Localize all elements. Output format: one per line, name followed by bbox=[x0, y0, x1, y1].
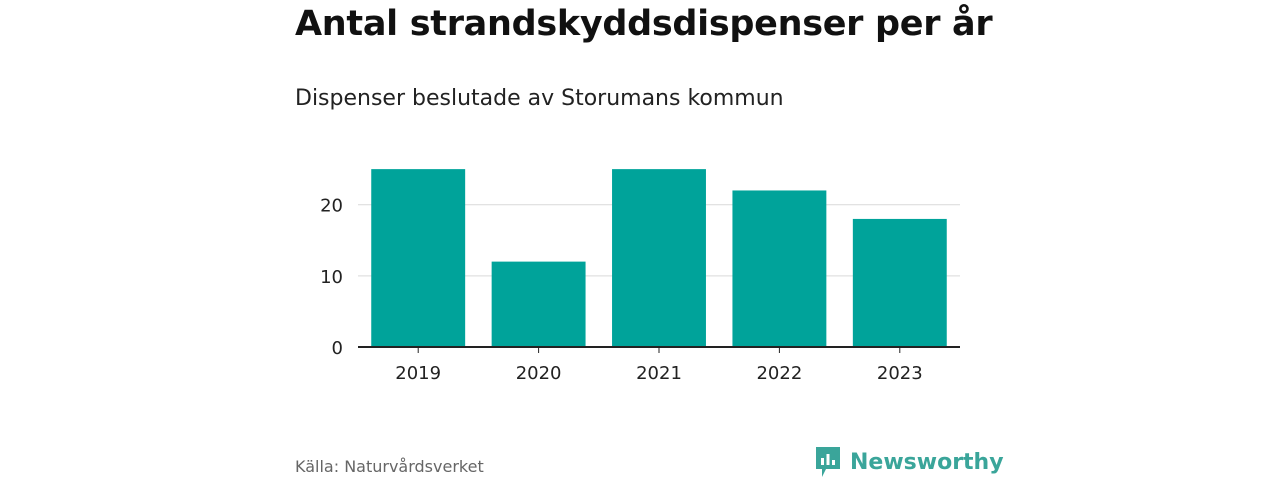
x-tick-label: 2021 bbox=[636, 363, 682, 384]
brand-logo[interactable]: Newsworthy bbox=[814, 445, 1004, 479]
bar bbox=[732, 190, 827, 347]
bar bbox=[852, 218, 947, 347]
y-tick-label: 20 bbox=[320, 196, 343, 217]
x-tick-label: 2022 bbox=[756, 363, 802, 384]
y-tick-label: 0 bbox=[332, 338, 343, 359]
chart-title: Antal strandskyddsdispenser per år bbox=[295, 4, 993, 44]
bar bbox=[371, 169, 466, 347]
bar-chart-speech-bubble-icon bbox=[816, 447, 840, 477]
x-tick-label: 2019 bbox=[395, 363, 441, 384]
chart-subtitle: Dispenser beslutade av Storumans kommun bbox=[295, 86, 784, 111]
bar bbox=[612, 169, 706, 347]
x-tick-label: 2020 bbox=[516, 363, 562, 384]
source-note: Källa: Naturvårdsverket bbox=[295, 457, 484, 476]
y-tick-label: 10 bbox=[320, 267, 343, 288]
brand-name: Newsworthy bbox=[850, 449, 1004, 475]
bar bbox=[491, 261, 586, 347]
x-tick-label: 2023 bbox=[877, 363, 923, 384]
